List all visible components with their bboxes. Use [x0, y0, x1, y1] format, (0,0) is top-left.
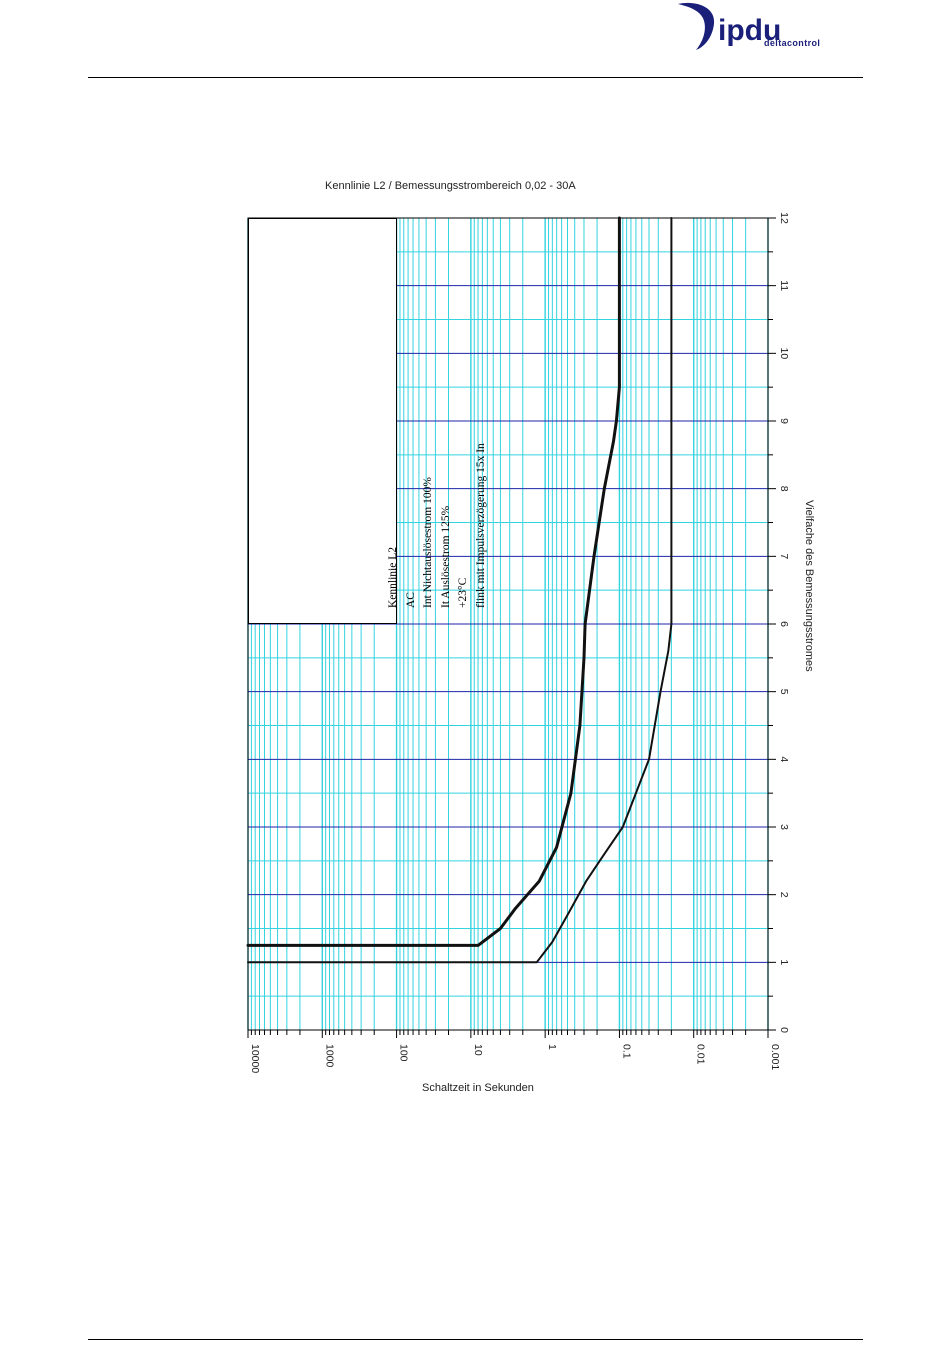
legend-line: It Auslösestrom 125% — [439, 505, 452, 608]
legend-line: flink mit Impulsverzögerung 15x In — [474, 443, 487, 608]
x-tick-label: 10000 — [249, 1044, 261, 1073]
header-rule — [88, 77, 863, 78]
y-tick-label: 5 — [778, 689, 790, 695]
logo-subtext: deltacontrol — [764, 38, 820, 48]
logo-wordmark: ipdu — [718, 14, 781, 47]
legend-line: AC — [404, 592, 417, 608]
y-tick-label: 9 — [778, 418, 790, 424]
legend-line: Kennlinie L2 — [387, 547, 399, 608]
y-axis-title: Vielfache des Bemessungsstromes — [803, 500, 815, 672]
y-tick-label: 1 — [778, 959, 790, 965]
series-line — [246, 216, 621, 947]
x-tick-label: 100 — [398, 1044, 410, 1062]
tick-labels: 10000 1000 100 10 1 0.1 0.01 0.0010123456789101… — [249, 212, 790, 1073]
legend-line: +23°C — [457, 577, 470, 608]
x-tick-label: 1 — [546, 1044, 558, 1050]
series-line — [247, 217, 673, 964]
y-tick-label: 10 — [778, 347, 790, 359]
legend-lines: Kennlinie L2 AC Int Nichtauslösestrom 10… — [385, 278, 491, 608]
footer-rule — [88, 1339, 863, 1340]
ipdu-logo: ipdu deltacontrol — [678, 2, 820, 51]
axis-ticks — [247, 217, 776, 1038]
x-tick-label: 0.01 — [695, 1044, 707, 1065]
legend-line: Int Nichtauslösestrom 100% — [422, 477, 435, 608]
y-tick-label: 6 — [778, 621, 790, 627]
chart-title: Kennlinie L2 / Bemessungsstrombereich 0,… — [325, 180, 576, 192]
y-tick-label: 2 — [778, 892, 790, 898]
logo-swoosh-icon — [678, 2, 715, 51]
x-axis-title: Schaltzeit in Sekunden — [422, 1082, 534, 1094]
legend-box — [248, 218, 397, 624]
y-tick-label: 4 — [778, 756, 790, 762]
y-tick-label: 7 — [778, 553, 790, 559]
y-tick-label: 0 — [778, 1027, 790, 1033]
x-tick-label: 10 — [472, 1044, 484, 1056]
curves — [246, 216, 673, 964]
y-tick-label: 8 — [778, 486, 790, 492]
x-tick-label: 0.001 — [769, 1044, 781, 1070]
y-tick-label: 12 — [778, 212, 790, 224]
x-tick-label: 1000 — [323, 1044, 335, 1068]
y-tick-label: 11 — [778, 280, 790, 291]
y-tick-label: 3 — [778, 824, 790, 830]
x-tick-label: 0.1 — [620, 1044, 632, 1059]
